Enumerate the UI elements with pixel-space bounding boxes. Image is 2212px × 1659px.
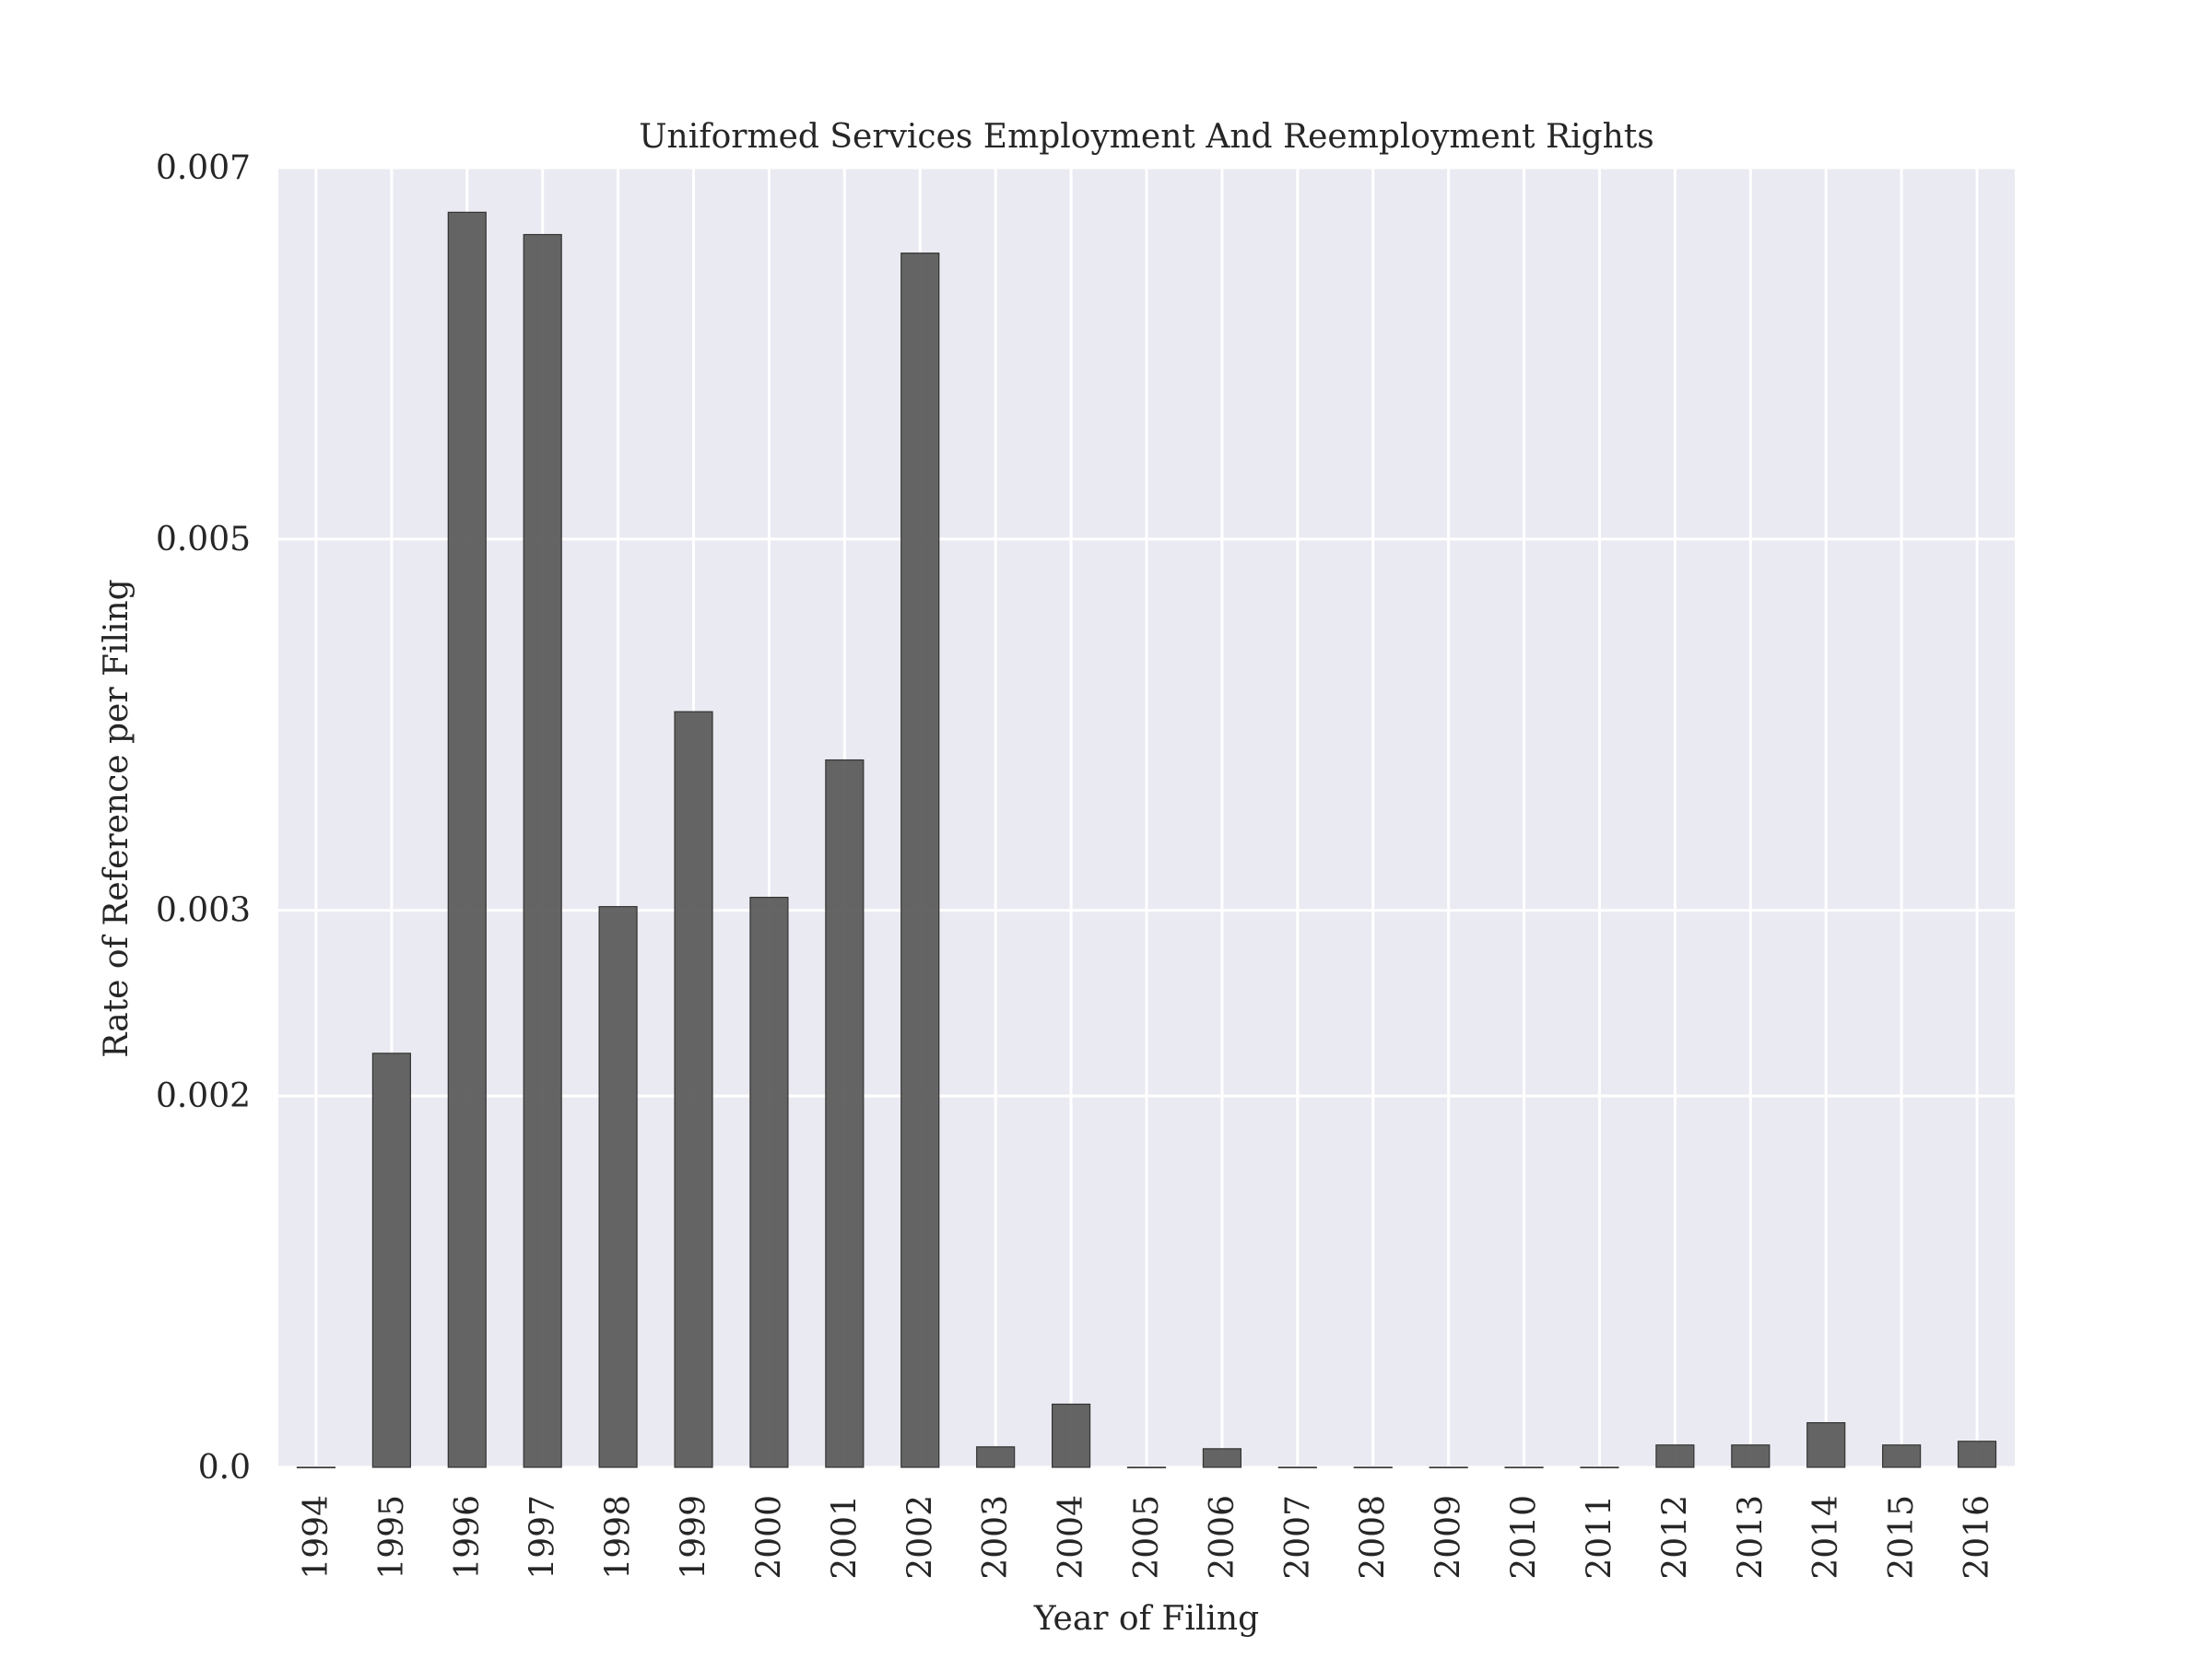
x-tick-label: 1999 <box>676 1495 713 1580</box>
x-tick-label: 2000 <box>750 1495 788 1580</box>
bar-2005 <box>1126 1466 1167 1469</box>
x-tick-label: 2013 <box>1732 1495 1770 1580</box>
bar-2011 <box>1580 1466 1619 1469</box>
x-tick-label: 2015 <box>1883 1495 1921 1580</box>
bar-1998 <box>598 906 638 1468</box>
bar-2001 <box>825 759 865 1468</box>
x-tick-label: 2001 <box>826 1495 864 1580</box>
y-tick-label: 0.0 <box>198 1449 251 1487</box>
bar-2007 <box>1277 1466 1317 1469</box>
x-tick-label: 2004 <box>1053 1495 1090 1580</box>
x-tick-label: 2002 <box>901 1495 939 1580</box>
x-tick-label: 2016 <box>1959 1495 1996 1580</box>
x-tick-label: 2006 <box>1204 1495 1241 1580</box>
x-tick-label: 2003 <box>977 1495 1015 1580</box>
bar-1995 <box>371 1053 411 1468</box>
bar-2000 <box>749 897 789 1468</box>
plot-area <box>278 166 2015 1469</box>
x-tick-label: 2005 <box>1128 1495 1166 1580</box>
bar-2004 <box>1052 1403 1091 1468</box>
x-tick-label: 1995 <box>373 1495 411 1580</box>
bar-1997 <box>523 233 562 1468</box>
x-axis-ticks: 1994 1995 1996 1997 1998 1999 2000 2001 2002 2003… <box>298 1495 1996 1580</box>
bar-1996 <box>447 211 487 1468</box>
bar-2013 <box>1731 1444 1771 1468</box>
x-tick-label: 1994 <box>298 1495 335 1580</box>
y-tick-label: 0.005 <box>156 521 251 559</box>
bar-2006 <box>1202 1448 1241 1468</box>
y-tick-label: 0.007 <box>156 149 251 187</box>
bar-1999 <box>674 711 713 1468</box>
bar-1994 <box>296 1466 336 1469</box>
x-tick-label: 2014 <box>1807 1495 1845 1580</box>
y-tick-label: 0.003 <box>156 892 251 930</box>
bar-2010 <box>1504 1466 1544 1469</box>
bar-2008 <box>1353 1466 1393 1469</box>
bar-2016 <box>1957 1441 1997 1468</box>
bar-2012 <box>1655 1444 1695 1468</box>
y-axis-ticks: 0.0 0.002 0.003 0.005 0.007 <box>156 149 251 1487</box>
x-tick-label: 1996 <box>449 1495 487 1580</box>
x-tick-label: 1997 <box>524 1495 562 1580</box>
bars <box>296 211 1997 1469</box>
chart-title: Uniformed Services Employment And Reempl… <box>639 118 1654 156</box>
y-tick-label: 0.002 <box>156 1077 251 1115</box>
x-tick-label: 2007 <box>1279 1495 1317 1580</box>
x-tick-label: 2012 <box>1656 1495 1694 1580</box>
bar-2015 <box>1882 1444 1922 1468</box>
x-tick-label: 1998 <box>600 1495 638 1580</box>
bar-2002 <box>900 253 940 1468</box>
bar-2014 <box>1806 1422 1846 1468</box>
bar-2009 <box>1429 1466 1468 1469</box>
y-axis-label: Rate of Reference per Filing <box>98 579 135 1057</box>
x-tick-label: 2008 <box>1355 1495 1393 1580</box>
x-tick-label: 2011 <box>1581 1495 1618 1580</box>
x-tick-label: 2010 <box>1506 1495 1544 1580</box>
bar-2003 <box>976 1446 1016 1468</box>
x-tick-label: 2009 <box>1430 1495 1468 1580</box>
x-axis-label: Year of Filing <box>1033 1600 1259 1638</box>
